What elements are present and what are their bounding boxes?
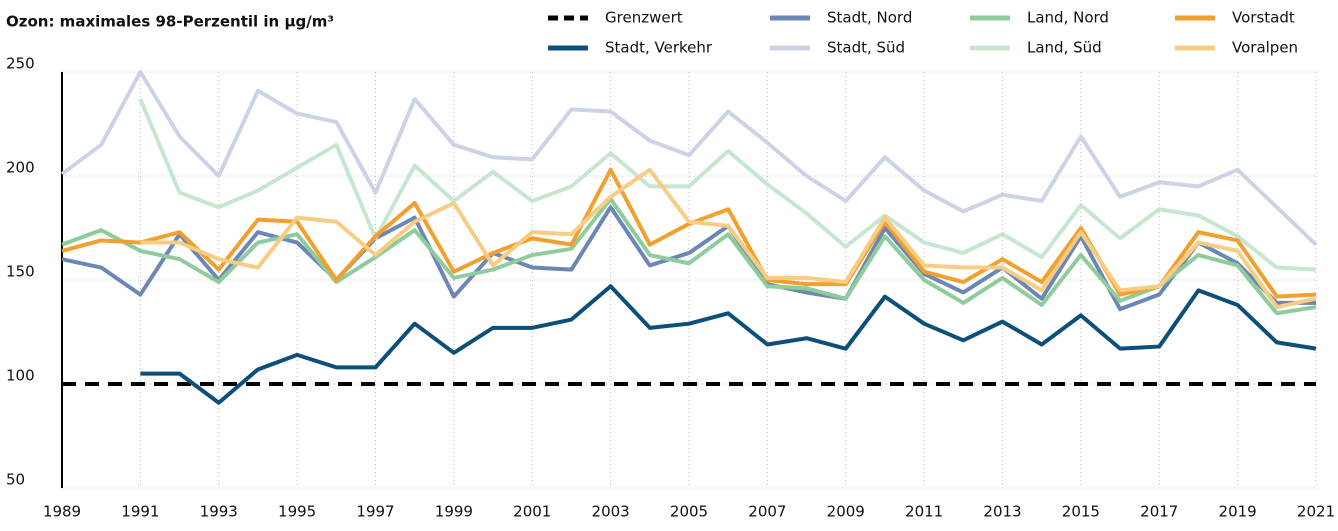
x-tick-label: 2011 [905,503,943,521]
x-tick-label: 1995 [278,503,316,521]
x-tick-label: 1997 [356,503,394,521]
x-tick-label: 1999 [435,503,473,521]
series-line [140,284,1317,405]
x-tick-label: 2003 [592,503,630,521]
x-tick-label: 2007 [748,503,786,521]
y-tick-label: 50 [6,471,25,489]
x-tick-label: 1989 [43,503,81,521]
chart-title: Ozon: maximales 98-Perzentil in µg/m³ [6,13,334,31]
legend-label: Vorstadt [1232,9,1295,27]
legend-label: Grenzwert [605,9,683,27]
series-line [61,196,1317,316]
y-tick-label: 150 [6,263,35,281]
legend-label: Stadt, Nord [827,9,912,27]
legend-label: Stadt, Verkehr [605,39,713,57]
x-tick-label: 1993 [200,503,238,521]
series-line [138,98,1317,272]
legend-label: Voralpen [1232,39,1298,57]
x-tick-label: 2001 [513,503,551,521]
legend-label: Land, Süd [1027,39,1102,57]
x-tick-label: 2013 [983,503,1021,521]
x-tick-label: 2017 [1140,503,1178,521]
y-tick-label: 250 [6,55,35,73]
y-tick-label: 100 [6,367,35,385]
series-line [60,70,1318,247]
x-tick-label: 2021 [1297,503,1335,521]
x-tick-label: 2005 [670,503,708,521]
x-tick-label: 2009 [827,503,865,521]
series-line [140,167,1317,310]
x-tick-label: 1991 [121,503,159,521]
x-tick-label: 2015 [1062,503,1100,521]
legend-label: Land, Nord [1027,9,1109,27]
legend-label: Stadt, Süd [827,39,905,57]
y-tick-label: 200 [6,159,35,177]
x-tick-label: 2019 [1219,503,1257,521]
